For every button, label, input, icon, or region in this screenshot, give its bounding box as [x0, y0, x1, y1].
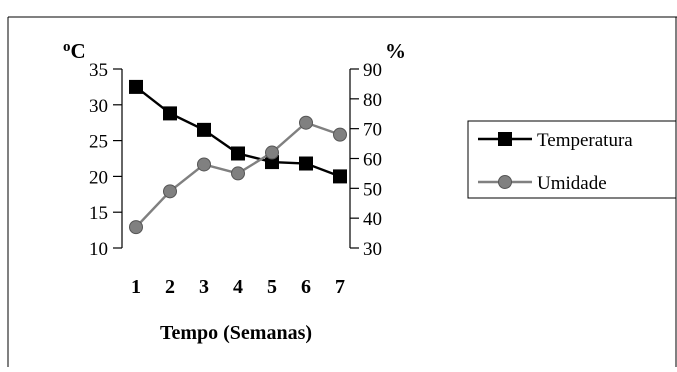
x-tick-label: 6: [301, 276, 311, 298]
data-point: [163, 184, 177, 199]
x-tick-label: 3: [199, 276, 209, 298]
left-tick-label: 20: [89, 167, 108, 188]
right-axis: 30 40 50 60 70 80 90%: [349, 39, 406, 260]
data-point: [129, 220, 143, 235]
legend-item-umidade: Umidade: [478, 173, 607, 194]
x-axis: 1 2 3 4 5 6 7 Tempo (Semanas): [131, 276, 345, 344]
x-tick-label: 4: [233, 276, 243, 298]
right-tick-label: 90: [363, 60, 382, 81]
series-layer: [129, 79, 347, 235]
left-tick-label: 15: [89, 203, 108, 224]
legend: Temperatura Umidade: [467, 120, 677, 199]
data-point: [231, 146, 245, 161]
legend-item-temperatura: Temperatura: [478, 130, 633, 151]
data-point: [197, 122, 211, 137]
left-tick-label: 30: [89, 96, 108, 117]
legend-label: Temperatura: [537, 130, 633, 151]
right-tick-label: 70: [363, 120, 382, 141]
right-tick-label: 80: [363, 90, 382, 111]
right-axis-unit: %: [385, 39, 406, 63]
left-tick-label: 25: [89, 132, 108, 153]
data-point: [333, 127, 347, 142]
legend-marker: [498, 175, 512, 189]
data-point: [333, 169, 347, 184]
data-point: [231, 166, 245, 181]
x-tick-label: 1: [131, 276, 141, 298]
x-tick-label: 5: [267, 276, 277, 298]
x-axis-title: Tempo (Semanas): [160, 322, 312, 344]
x-tick-label: 2: [165, 276, 175, 298]
data-point: [299, 156, 313, 171]
data-point: [265, 145, 279, 160]
right-tick-label: 40: [363, 209, 382, 230]
right-tick-label: 60: [363, 150, 382, 171]
left-tick-label: 10: [89, 239, 108, 260]
left-tick-label: 35: [89, 60, 108, 81]
x-tick-label: 7: [335, 276, 345, 298]
data-point: [197, 157, 211, 172]
right-tick-label: 50: [363, 179, 382, 200]
legend-marker: [498, 132, 512, 146]
series-umidade: [129, 115, 347, 235]
left-axis-unit: oC: [63, 39, 86, 63]
data-point: [129, 79, 143, 94]
data-point: [299, 115, 313, 130]
right-tick-label: 30: [363, 239, 382, 260]
data-point: [163, 106, 177, 121]
legend-label: Umidade: [537, 173, 607, 194]
